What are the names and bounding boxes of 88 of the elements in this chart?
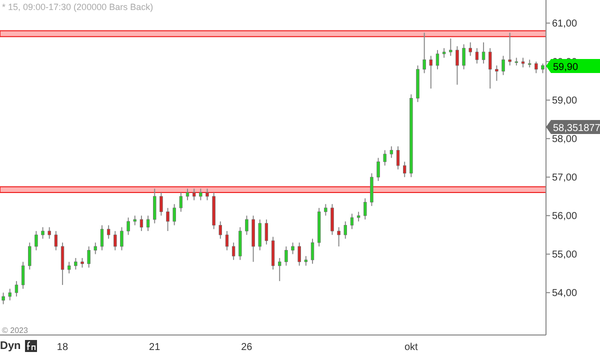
candlestick <box>14 280 18 297</box>
candlestick <box>120 226 124 251</box>
candlestick <box>422 32 426 74</box>
candlestick <box>449 38 452 56</box>
candlestick <box>495 64 498 82</box>
x-tick-label: okt <box>404 342 418 354</box>
candlestick <box>278 257 282 282</box>
candlestick <box>442 48 446 58</box>
candlestick <box>68 261 71 274</box>
candlestick <box>337 226 340 247</box>
candlestick <box>54 230 58 251</box>
candlestick <box>160 192 163 216</box>
candlestick <box>21 261 25 290</box>
candlestick <box>350 213 354 230</box>
candlestick <box>402 161 406 178</box>
candlestick <box>344 220 347 240</box>
candlestick <box>429 55 433 90</box>
candlestick <box>166 207 170 232</box>
candlestick <box>383 150 386 166</box>
candlestick <box>456 46 459 86</box>
candlestick <box>508 32 512 66</box>
candlestick <box>502 55 505 76</box>
candlestick <box>48 226 51 240</box>
candlestick <box>94 242 98 255</box>
candlestick <box>258 218 262 251</box>
candlestick <box>34 230 38 251</box>
candlestick <box>179 192 183 212</box>
candlestick <box>28 242 32 270</box>
chart-title: * 15, 09:00-17:30 (200000 Bars Back) <box>2 2 154 12</box>
candlestick <box>8 288 12 301</box>
candlestick <box>298 242 301 266</box>
y-tick-label: 61,00 <box>552 18 578 30</box>
candlestick <box>153 188 156 224</box>
candlestick <box>521 57 525 68</box>
candlestick <box>114 230 117 251</box>
candlestick <box>133 215 136 226</box>
candlestick <box>199 188 202 201</box>
candlestick <box>291 242 294 255</box>
candlestick <box>218 220 222 240</box>
candlestick <box>356 211 360 222</box>
candlestick <box>475 48 479 64</box>
candlestick <box>482 42 486 64</box>
candlestick <box>390 146 394 158</box>
text: 58,351877 <box>553 123 600 134</box>
candlestick <box>41 226 44 240</box>
candlestick <box>146 215 150 232</box>
candlestick <box>100 224 104 251</box>
candlestick <box>206 188 209 201</box>
y-tick-label: 55,00 <box>552 250 578 261</box>
annotation: © 2023 <box>2 326 28 335</box>
candlestick <box>225 230 229 251</box>
candlestick <box>396 146 400 170</box>
candlestick <box>186 188 190 201</box>
candlestick <box>310 238 314 264</box>
text: Dyn <box>0 340 21 352</box>
candlestick <box>488 48 492 90</box>
candlestick <box>74 257 78 270</box>
candlestick <box>140 215 144 232</box>
y-tick-label: 56,00 <box>552 211 578 222</box>
y-tick-label: 58,00 <box>552 134 578 146</box>
candlestick <box>534 61 538 74</box>
y-tick-label: 59,00 <box>552 96 578 107</box>
candlestick <box>284 246 288 266</box>
candlestick <box>192 188 196 201</box>
x-tick-label: 21 <box>149 342 161 354</box>
candlestick <box>330 204 334 236</box>
candlestick <box>436 50 440 70</box>
x-tick-label: 18 <box>56 342 68 354</box>
candlestick <box>106 224 110 240</box>
candlestick <box>468 42 472 56</box>
candlestick <box>87 246 90 268</box>
candlestick <box>324 204 328 216</box>
candlestick <box>60 242 64 286</box>
candlestick <box>172 204 176 226</box>
candlestick <box>364 198 367 220</box>
candlestick <box>2 292 5 305</box>
candlestick <box>232 242 236 260</box>
candlestick <box>264 218 268 246</box>
y-tick-label: 54,00 <box>552 288 578 300</box>
x-tick-label: 26 <box>241 342 253 354</box>
candlestick <box>304 256 308 266</box>
text: 59,90 <box>553 62 578 73</box>
candlestick <box>126 217 130 236</box>
candlestick <box>245 215 248 236</box>
y-tick-label: 57,00 <box>552 172 578 184</box>
candlestick <box>80 257 84 268</box>
candlestick <box>376 157 380 182</box>
candlestick <box>462 44 466 70</box>
